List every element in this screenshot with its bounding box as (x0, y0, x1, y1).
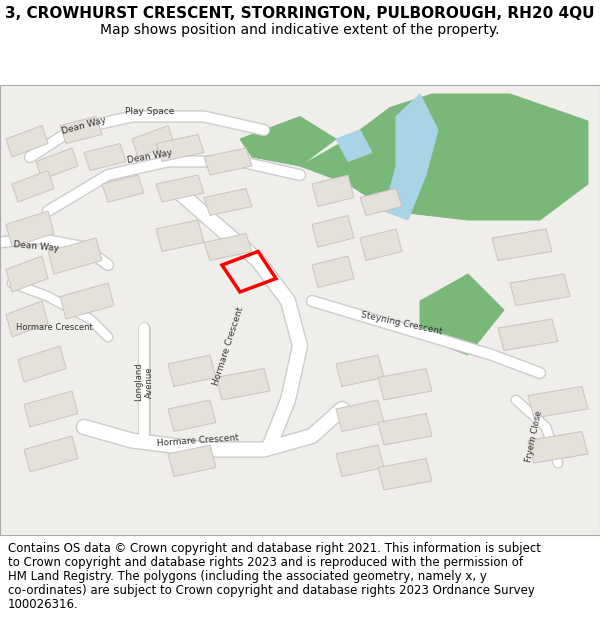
Polygon shape (204, 234, 252, 261)
Polygon shape (378, 414, 432, 445)
Polygon shape (378, 369, 432, 400)
Polygon shape (510, 274, 570, 306)
Polygon shape (132, 126, 174, 157)
Polygon shape (312, 175, 354, 206)
Text: co-ordinates) are subject to Crown copyright and database rights 2023 Ordnance S: co-ordinates) are subject to Crown copyr… (8, 584, 535, 597)
Polygon shape (168, 445, 216, 476)
Polygon shape (24, 391, 78, 427)
Polygon shape (498, 319, 558, 351)
Polygon shape (360, 229, 402, 261)
Text: Dean Way: Dean Way (61, 115, 107, 136)
Bar (0, 85, 600, 535)
Polygon shape (528, 431, 588, 463)
Polygon shape (168, 400, 216, 431)
Polygon shape (48, 238, 102, 274)
Polygon shape (336, 355, 384, 386)
Text: 100026316.: 100026316. (8, 598, 79, 611)
Text: Dean Way: Dean Way (127, 149, 173, 166)
Polygon shape (6, 301, 48, 337)
Polygon shape (156, 134, 204, 161)
Polygon shape (384, 94, 438, 220)
Polygon shape (204, 189, 252, 216)
Bar (0, 0, 600, 85)
Bar (0, 85, 600, 535)
Polygon shape (378, 459, 432, 490)
Polygon shape (156, 220, 204, 251)
Text: Play Space: Play Space (125, 107, 175, 116)
Polygon shape (336, 130, 372, 161)
Polygon shape (312, 256, 354, 288)
Polygon shape (84, 144, 126, 171)
Text: Hormare Crescent: Hormare Crescent (157, 433, 239, 448)
Polygon shape (528, 386, 588, 418)
Polygon shape (60, 116, 102, 144)
Polygon shape (420, 274, 504, 355)
Polygon shape (6, 126, 48, 157)
Polygon shape (156, 175, 204, 202)
Polygon shape (312, 216, 354, 247)
Text: Fryern Close: Fryern Close (524, 409, 544, 462)
Polygon shape (360, 189, 402, 216)
Text: Dean Way: Dean Way (13, 241, 59, 254)
Text: Contains OS data © Crown copyright and database right 2021. This information is : Contains OS data © Crown copyright and d… (8, 542, 541, 555)
Polygon shape (60, 283, 114, 319)
Polygon shape (336, 445, 384, 476)
Polygon shape (240, 116, 336, 166)
Polygon shape (336, 400, 384, 431)
Polygon shape (168, 355, 216, 386)
Text: Steyning Crescent: Steyning Crescent (361, 311, 443, 336)
Polygon shape (492, 229, 552, 261)
Text: Longland
Avenue: Longland Avenue (134, 362, 154, 401)
Polygon shape (6, 256, 48, 292)
Polygon shape (24, 436, 78, 472)
Text: to Crown copyright and database rights 2023 and is reproduced with the permissio: to Crown copyright and database rights 2… (8, 556, 523, 569)
Polygon shape (6, 211, 54, 247)
Polygon shape (300, 94, 588, 220)
Polygon shape (12, 171, 54, 202)
Bar (0, 535, 600, 625)
Text: Hormare Crescent: Hormare Crescent (16, 324, 92, 332)
Polygon shape (36, 148, 78, 179)
Polygon shape (18, 346, 66, 382)
Text: HM Land Registry. The polygons (including the associated geometry, namely x, y: HM Land Registry. The polygons (includin… (8, 570, 487, 583)
Text: Map shows position and indicative extent of the property.: Map shows position and indicative extent… (100, 23, 500, 37)
Text: 3, CROWHURST CRESCENT, STORRINGTON, PULBOROUGH, RH20 4QU: 3, CROWHURST CRESCENT, STORRINGTON, PULB… (5, 6, 595, 21)
Text: Hormare Crescent: Hormare Crescent (211, 306, 245, 386)
Polygon shape (102, 175, 144, 202)
Polygon shape (204, 148, 252, 175)
Polygon shape (216, 369, 270, 400)
